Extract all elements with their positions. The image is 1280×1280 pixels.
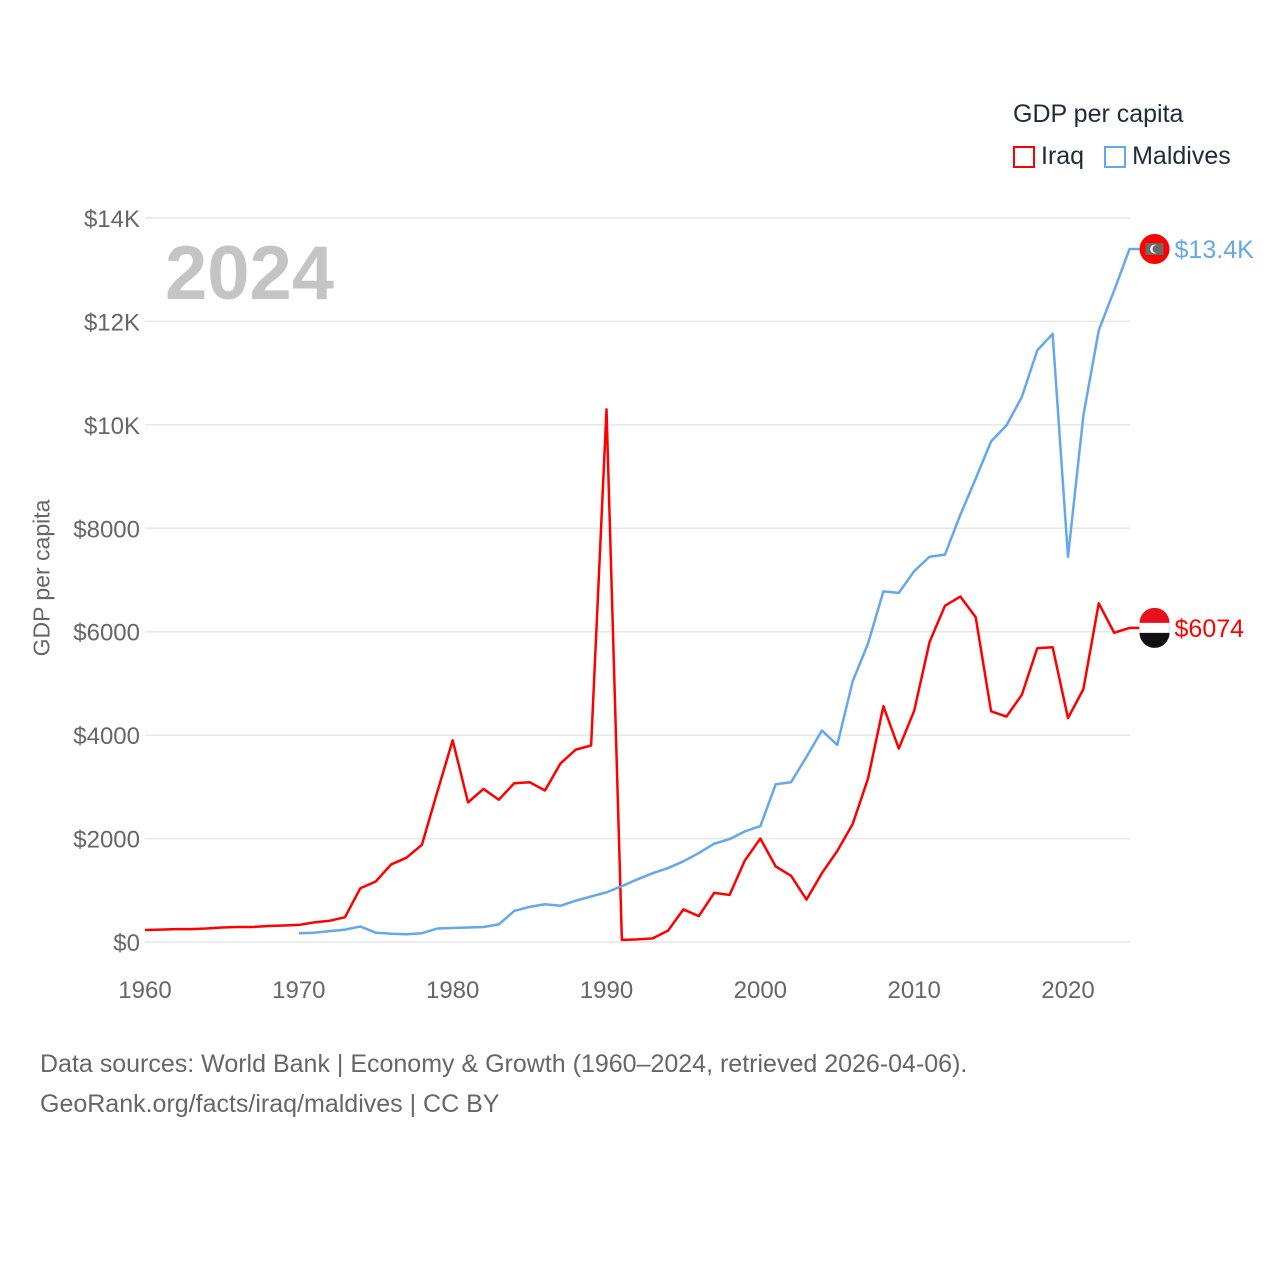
y-tick-label: $4000 xyxy=(73,723,140,750)
x-tick-label: 1970 xyxy=(272,977,325,1004)
x-tick-label: 2000 xyxy=(734,977,787,1004)
end-value-label-maldives: $13.4K xyxy=(1175,236,1255,264)
y-axis-label: GDP per capita xyxy=(28,499,55,657)
legend-swatch-maldives xyxy=(1104,145,1127,168)
y-tick-label: $0 xyxy=(113,930,140,957)
data-sources: Data sources: World Bank | Economy & Gro… xyxy=(40,1050,968,1078)
source-link[interactable]: GeoRank.org/facts/iraq/maldives | CC BY xyxy=(40,1090,500,1118)
year-label: 2024 xyxy=(165,231,335,316)
series-line-iraq xyxy=(144,408,1140,942)
x-tick-label: 2010 xyxy=(887,977,940,1004)
y-tick-label: $14K xyxy=(84,206,140,233)
y-tick-label: $6000 xyxy=(73,620,140,647)
iraq-flag-red-band xyxy=(1139,607,1170,623)
legend-label: Iraq xyxy=(1041,142,1085,170)
x-tick-label: 1980 xyxy=(426,977,479,1004)
y-tick-label: $10K xyxy=(84,413,140,440)
crescent-cutout xyxy=(1152,245,1161,254)
x-tick-label: 2020 xyxy=(1041,977,1094,1004)
legend-label: Maldives xyxy=(1132,142,1231,170)
legend-item-maldives[interactable]: Maldives xyxy=(1104,142,1231,171)
x-tick-label: 1990 xyxy=(580,977,633,1004)
iraq-flag-black-band xyxy=(1139,632,1170,648)
y-tick-label: $2000 xyxy=(73,827,140,854)
x-tick-label: 1960 xyxy=(118,977,171,1004)
legend-item-iraq[interactable]: Iraq xyxy=(1013,142,1084,171)
y-tick-label: $8000 xyxy=(73,516,140,543)
legend: Iraq Maldives xyxy=(1013,142,1231,171)
legend-title: GDP per capita xyxy=(1013,100,1184,128)
legend-swatch-iraq xyxy=(1013,145,1035,168)
end-value-label-iraq: $6074 xyxy=(1175,615,1245,643)
series-line-maldives xyxy=(298,247,1140,936)
y-tick-label: $12K xyxy=(84,309,140,336)
footer: Data sources: World Bank | Economy & Gro… xyxy=(40,1044,967,1124)
